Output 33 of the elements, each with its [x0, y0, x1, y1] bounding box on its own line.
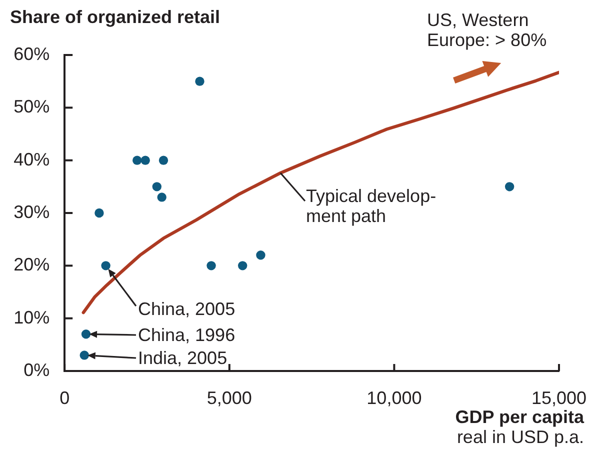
y-tick-label: 10%: [14, 307, 50, 328]
point: [80, 350, 89, 360]
x-tick-label: 0: [60, 388, 70, 408]
text: real in USD p.a.: [456, 426, 584, 447]
point: [504, 182, 514, 192]
x-tick-label: 5,000: [206, 388, 252, 408]
point: [158, 156, 168, 165]
x-tick-label: 10,000: [366, 388, 422, 408]
point: [256, 250, 266, 260]
text: US, Western Europe: > 80%: [427, 10, 547, 50]
annotation: China, 2005: [138, 298, 236, 319]
annotation: China, 1996: [138, 324, 236, 345]
point: [94, 208, 104, 218]
point: [81, 330, 91, 339]
annotation: India, 2005: [138, 348, 228, 368]
y-tick-label: 50%: [14, 96, 50, 117]
annotation: Typical develop- ment path: [306, 186, 436, 226]
y-tick-label: 0%: [24, 360, 50, 380]
point: [101, 261, 110, 270]
x-tick-label: 15,000: [531, 388, 587, 408]
y-axis-title: Share of organized retail: [10, 6, 220, 27]
point: [238, 261, 248, 270]
y-tick-label: 20%: [14, 254, 50, 275]
y-tick-label: 60%: [14, 44, 50, 64]
point: [132, 156, 142, 165]
point: [157, 192, 166, 202]
point: [152, 182, 162, 192]
point: [195, 76, 204, 86]
point: [206, 261, 216, 270]
x-axis-title: GDP per capita: [455, 406, 585, 427]
point: [140, 156, 150, 165]
y-tick-label: 40%: [14, 149, 50, 170]
y-tick-label: 30%: [14, 202, 50, 222]
